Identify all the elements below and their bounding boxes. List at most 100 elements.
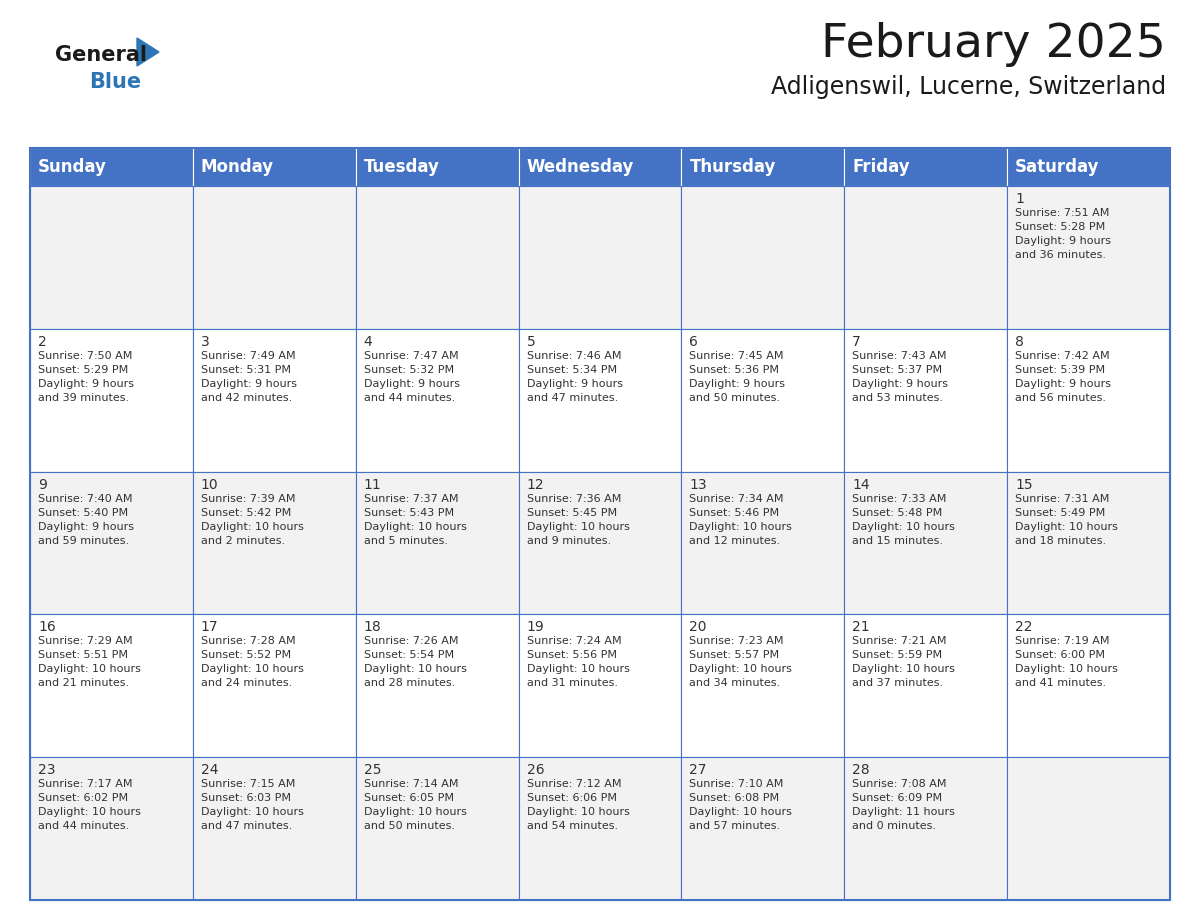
Text: Sunrise: 7:14 AM: Sunrise: 7:14 AM	[364, 779, 459, 789]
Bar	[1007, 757, 1170, 900]
Bar	[30, 148, 1170, 900]
Text: Sunset: 5:49 PM: Sunset: 5:49 PM	[1015, 508, 1105, 518]
Text: and 56 minutes.: and 56 minutes.	[1015, 393, 1106, 403]
Text: 26: 26	[526, 763, 544, 778]
Text: and 31 minutes.: and 31 minutes.	[526, 678, 618, 688]
Text: Sunset: 5:31 PM: Sunset: 5:31 PM	[201, 364, 291, 375]
Text: 23: 23	[38, 763, 56, 778]
Text: Daylight: 9 hours: Daylight: 9 hours	[38, 521, 134, 532]
Text: 20: 20	[689, 621, 707, 634]
Text: Sunset: 5:57 PM: Sunset: 5:57 PM	[689, 650, 779, 660]
Text: Sunset: 5:36 PM: Sunset: 5:36 PM	[689, 364, 779, 375]
Text: and 21 minutes.: and 21 minutes.	[38, 678, 129, 688]
Bar	[30, 757, 192, 900]
Text: Sunrise: 7:17 AM: Sunrise: 7:17 AM	[38, 779, 133, 789]
Text: 18: 18	[364, 621, 381, 634]
Text: Sunset: 5:43 PM: Sunset: 5:43 PM	[364, 508, 454, 518]
Bar	[30, 472, 192, 614]
Bar	[1007, 329, 1170, 472]
Text: 22: 22	[1015, 621, 1032, 634]
Text: Daylight: 10 hours: Daylight: 10 hours	[526, 665, 630, 675]
Text: Daylight: 10 hours: Daylight: 10 hours	[526, 807, 630, 817]
Bar	[192, 329, 355, 472]
Text: Adligenswil, Lucerne, Switzerland: Adligenswil, Lucerne, Switzerland	[771, 75, 1165, 99]
Bar	[192, 757, 355, 900]
Bar	[682, 186, 845, 329]
Text: Daylight: 9 hours: Daylight: 9 hours	[201, 379, 297, 389]
Text: and 0 minutes.: and 0 minutes.	[852, 822, 936, 831]
Bar	[845, 472, 1007, 614]
Text: Blue: Blue	[89, 72, 141, 92]
Text: and 9 minutes.: and 9 minutes.	[526, 535, 611, 545]
Text: 12: 12	[526, 477, 544, 492]
Bar	[192, 148, 355, 186]
Text: Sunrise: 7:15 AM: Sunrise: 7:15 AM	[201, 779, 296, 789]
Text: 24: 24	[201, 763, 219, 778]
Text: Sunrise: 7:28 AM: Sunrise: 7:28 AM	[201, 636, 296, 646]
Bar	[519, 757, 682, 900]
Text: 15: 15	[1015, 477, 1032, 492]
Text: Sunset: 5:59 PM: Sunset: 5:59 PM	[852, 650, 942, 660]
Text: and 24 minutes.: and 24 minutes.	[201, 678, 292, 688]
Bar	[192, 186, 355, 329]
Text: Saturday: Saturday	[1015, 158, 1100, 176]
Text: and 5 minutes.: and 5 minutes.	[364, 535, 448, 545]
Bar	[519, 472, 682, 614]
Text: Sunrise: 7:46 AM: Sunrise: 7:46 AM	[526, 351, 621, 361]
Text: Sunrise: 7:10 AM: Sunrise: 7:10 AM	[689, 779, 784, 789]
Bar	[682, 148, 845, 186]
Text: and 47 minutes.: and 47 minutes.	[526, 393, 618, 403]
Text: and 15 minutes.: and 15 minutes.	[852, 535, 943, 545]
Text: Daylight: 9 hours: Daylight: 9 hours	[1015, 379, 1111, 389]
Text: 28: 28	[852, 763, 870, 778]
Text: and 2 minutes.: and 2 minutes.	[201, 535, 285, 545]
Text: Sunrise: 7:39 AM: Sunrise: 7:39 AM	[201, 494, 296, 504]
Text: Sunrise: 7:45 AM: Sunrise: 7:45 AM	[689, 351, 784, 361]
Text: Daylight: 10 hours: Daylight: 10 hours	[689, 521, 792, 532]
Text: Sunset: 5:32 PM: Sunset: 5:32 PM	[364, 364, 454, 375]
Text: Sunset: 6:09 PM: Sunset: 6:09 PM	[852, 793, 942, 803]
Text: 3: 3	[201, 335, 209, 349]
Text: and 57 minutes.: and 57 minutes.	[689, 822, 781, 831]
Bar	[192, 614, 355, 757]
Text: Sunrise: 7:36 AM: Sunrise: 7:36 AM	[526, 494, 621, 504]
Text: Sunset: 5:28 PM: Sunset: 5:28 PM	[1015, 222, 1105, 232]
Text: 17: 17	[201, 621, 219, 634]
Bar	[519, 148, 682, 186]
Text: Sunset: 6:06 PM: Sunset: 6:06 PM	[526, 793, 617, 803]
Text: Sunset: 5:42 PM: Sunset: 5:42 PM	[201, 508, 291, 518]
Text: Daylight: 10 hours: Daylight: 10 hours	[364, 521, 467, 532]
Text: Sunrise: 7:31 AM: Sunrise: 7:31 AM	[1015, 494, 1110, 504]
Bar	[845, 614, 1007, 757]
Text: 2: 2	[38, 335, 46, 349]
Text: 7: 7	[852, 335, 861, 349]
Text: Sunrise: 7:51 AM: Sunrise: 7:51 AM	[1015, 208, 1110, 218]
Bar	[519, 186, 682, 329]
Text: 4: 4	[364, 335, 373, 349]
Text: Sunrise: 7:23 AM: Sunrise: 7:23 AM	[689, 636, 784, 646]
Text: and 12 minutes.: and 12 minutes.	[689, 535, 781, 545]
Text: February 2025: February 2025	[821, 22, 1165, 67]
Bar	[192, 472, 355, 614]
Bar	[355, 757, 519, 900]
Text: Sunset: 6:08 PM: Sunset: 6:08 PM	[689, 793, 779, 803]
Text: Sunrise: 7:43 AM: Sunrise: 7:43 AM	[852, 351, 947, 361]
Text: 16: 16	[38, 621, 56, 634]
Text: and 28 minutes.: and 28 minutes.	[364, 678, 455, 688]
Text: Daylight: 9 hours: Daylight: 9 hours	[364, 379, 460, 389]
Text: and 47 minutes.: and 47 minutes.	[201, 822, 292, 831]
Text: Daylight: 10 hours: Daylight: 10 hours	[689, 665, 792, 675]
Text: and 44 minutes.: and 44 minutes.	[38, 822, 129, 831]
Text: 13: 13	[689, 477, 707, 492]
Bar	[519, 614, 682, 757]
Text: Sunset: 5:40 PM: Sunset: 5:40 PM	[38, 508, 128, 518]
Text: Sunrise: 7:21 AM: Sunrise: 7:21 AM	[852, 636, 947, 646]
Text: Sunrise: 7:49 AM: Sunrise: 7:49 AM	[201, 351, 296, 361]
Text: Sunset: 6:02 PM: Sunset: 6:02 PM	[38, 793, 128, 803]
Text: Daylight: 10 hours: Daylight: 10 hours	[852, 665, 955, 675]
Text: Daylight: 9 hours: Daylight: 9 hours	[689, 379, 785, 389]
Text: 1: 1	[1015, 192, 1024, 206]
Text: Daylight: 9 hours: Daylight: 9 hours	[1015, 236, 1111, 246]
Bar	[682, 472, 845, 614]
Text: Sunday: Sunday	[38, 158, 107, 176]
